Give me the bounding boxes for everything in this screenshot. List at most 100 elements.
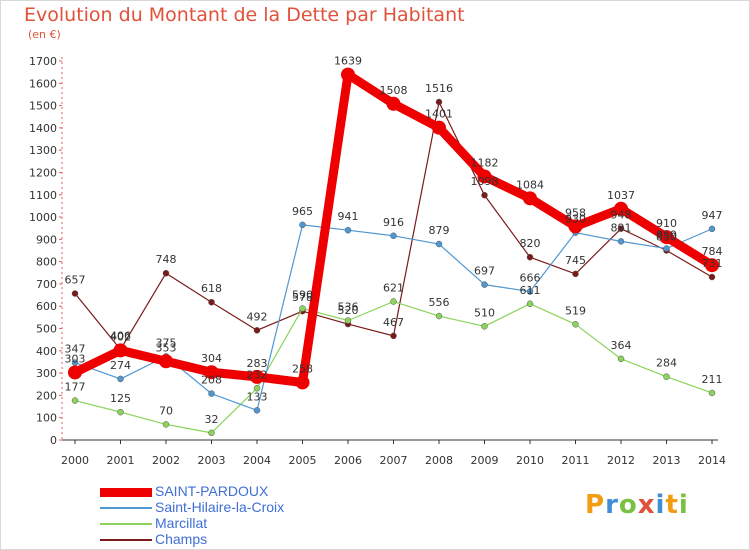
- data-label: 666: [520, 272, 541, 285]
- data-point: [117, 408, 124, 416]
- data-label: 133: [247, 390, 268, 403]
- data-label: 1084: [516, 178, 544, 191]
- data-label: 283: [247, 357, 268, 370]
- data-point: [390, 332, 397, 340]
- data-point: [299, 305, 306, 312]
- data-label: 284: [656, 357, 677, 370]
- y-tick-label: 1600: [29, 77, 57, 90]
- data-point: [526, 300, 534, 308]
- data-label: 232: [247, 368, 268, 381]
- data-point: [663, 373, 670, 380]
- data-point: [435, 240, 443, 248]
- data-point: [162, 269, 170, 277]
- data-point: [432, 120, 446, 135]
- y-tick-label: 200: [36, 389, 57, 402]
- data-point: [299, 221, 306, 229]
- data-label: 556: [429, 296, 450, 309]
- line-chart: 0 100 200 300 400 500 600 700 800 900 1000 1100 1200…: [29, 55, 726, 467]
- logo-letter: o: [618, 490, 638, 520]
- data-label: 70: [159, 404, 173, 417]
- x-tick-label: 2004: [243, 454, 271, 467]
- data-point: [481, 191, 488, 199]
- data-point: [295, 375, 310, 390]
- data-point: [481, 281, 488, 288]
- data-label: 731: [702, 257, 723, 270]
- data-label: 958: [565, 206, 586, 219]
- data-label: 745: [565, 254, 586, 267]
- logo-letter: t: [665, 490, 679, 520]
- data-point: [435, 98, 443, 106]
- legend-label: SAINT-PARDOUX: [155, 483, 269, 499]
- data-point: [344, 226, 352, 234]
- data-point: [344, 317, 352, 324]
- data-point: [386, 96, 401, 111]
- data-label: 467: [383, 316, 404, 329]
- legend-swatch: [100, 487, 152, 497]
- data-point: [341, 67, 355, 82]
- data-label: 1516: [425, 82, 453, 95]
- x-tick-label: 2002: [152, 454, 180, 467]
- data-label: 364: [611, 339, 632, 352]
- logo-letter: i: [655, 490, 666, 520]
- data-point: [708, 389, 716, 397]
- data-point: [572, 321, 579, 328]
- data-label: 891: [611, 221, 632, 234]
- data-point: [477, 169, 492, 184]
- data-point: [390, 298, 397, 305]
- data-label: 1037: [607, 189, 635, 202]
- data-label: 402: [110, 330, 131, 343]
- data-point: [208, 429, 215, 437]
- data-label: 406: [110, 329, 131, 342]
- data-label: 208: [201, 374, 222, 387]
- data-point: [523, 191, 537, 206]
- data-label: 125: [110, 392, 131, 405]
- logo-letter: i: [678, 490, 689, 520]
- x-tick-label: 2000: [61, 454, 89, 467]
- data-label: 510: [474, 306, 495, 319]
- data-label: 859: [656, 228, 677, 241]
- data-label: 32: [205, 413, 219, 426]
- data-label: 784: [702, 245, 723, 258]
- legend-swatch: [100, 539, 152, 541]
- data-label: 965: [292, 205, 313, 218]
- data-label: 930: [565, 213, 586, 226]
- data-point: [617, 238, 625, 245]
- data-label: 820: [520, 237, 541, 250]
- data-label: 1401: [425, 108, 453, 121]
- data-point: [614, 201, 628, 216]
- data-point: [71, 290, 79, 297]
- data-label: 850: [656, 231, 677, 244]
- data-point: [526, 288, 534, 295]
- data-point: [708, 273, 716, 281]
- data-point: [113, 343, 128, 358]
- data-label: 621: [383, 282, 404, 295]
- data-label: 748: [156, 253, 177, 266]
- data-label: 1098: [471, 175, 499, 188]
- data-label: 1508: [380, 84, 408, 97]
- y-tick-label: 400: [36, 345, 57, 358]
- x-tick-label: 2005: [289, 454, 317, 467]
- logo-letter: r: [605, 490, 619, 520]
- y-tick-label: 0: [50, 434, 57, 447]
- data-point: [117, 375, 124, 383]
- logo-letter: x: [637, 490, 656, 520]
- y-tick-label: 1100: [29, 189, 57, 202]
- y-tick-label: 300: [36, 367, 57, 380]
- data-point: [204, 365, 219, 380]
- data-label: 1182: [471, 156, 499, 169]
- data-label: 536: [338, 301, 359, 314]
- data-label: 375: [156, 336, 177, 349]
- x-tick-label: 2010: [516, 454, 544, 467]
- data-label: 520: [338, 304, 359, 317]
- data-label: 353: [156, 341, 177, 354]
- x-tick-label: 2001: [107, 454, 135, 467]
- x-tick-label: 2006: [334, 454, 362, 467]
- data-label: 519: [565, 304, 586, 317]
- y-tick-label: 1200: [29, 166, 57, 179]
- y-tick-label: 1400: [29, 122, 57, 135]
- x-tick-label: 2009: [471, 454, 499, 467]
- y-tick-label: 1700: [29, 55, 57, 68]
- proxiti-logo: Proxiti: [585, 490, 689, 520]
- data-point: [159, 354, 173, 369]
- y-tick-label: 900: [36, 233, 57, 246]
